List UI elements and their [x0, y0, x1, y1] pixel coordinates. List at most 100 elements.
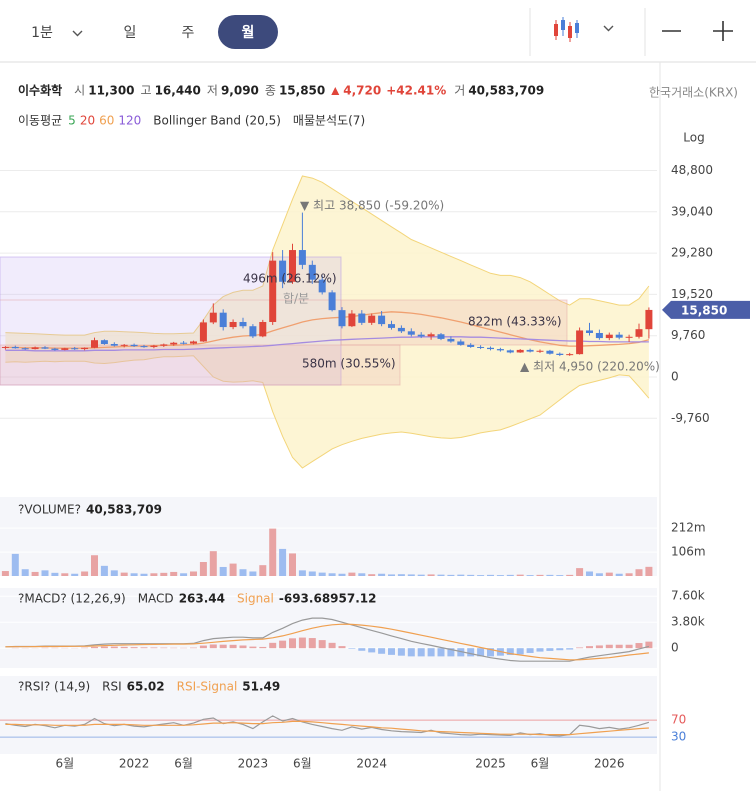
- volume-bar: [388, 574, 395, 576]
- last-price-label: 15,850: [681, 303, 727, 317]
- y-tick-label: 212m: [671, 521, 706, 535]
- volume-label: 거: [454, 84, 465, 98]
- chart-type-icon[interactable]: [554, 17, 579, 42]
- interval-tab[interactable]: 일: [124, 25, 137, 41]
- panel-title: ?VOLUME?: [18, 503, 81, 517]
- series-readout: 263.44: [179, 592, 225, 606]
- volume-bar: [269, 528, 277, 576]
- volume-bar: [11, 553, 19, 576]
- candle-body: [576, 330, 584, 355]
- candle-body: [556, 353, 564, 355]
- band-fill: [5, 176, 649, 468]
- candle-body: [407, 331, 415, 335]
- volume-bar: [170, 571, 178, 576]
- band-upper: [5, 175, 650, 336]
- histogram-bar: [190, 647, 197, 649]
- volume-bar: [645, 566, 653, 576]
- ma-label: 이동평균: [18, 114, 62, 128]
- y-tick-label: 30: [671, 730, 686, 744]
- histogram-bar: [160, 647, 168, 649]
- volume-bar: [51, 572, 59, 576]
- candle-body: [427, 334, 435, 337]
- field-value: 9,090: [221, 84, 259, 98]
- volume-bar: [437, 574, 445, 576]
- volume-bar: [477, 575, 485, 576]
- x-tick-label: 6월: [293, 757, 312, 771]
- histogram-bar: [417, 648, 425, 657]
- field-value: 11,300: [88, 84, 134, 98]
- active-tab-pill[interactable]: [218, 15, 278, 49]
- histogram-bar: [328, 642, 336, 649]
- histogram-bar: [308, 638, 316, 649]
- volume-bar: [516, 574, 524, 576]
- panel-title: ?MACD? (12,26,9): [18, 592, 126, 606]
- candle-body: [140, 346, 148, 348]
- last-price-tag: [662, 300, 750, 319]
- interval-tab[interactable]: 주: [182, 25, 195, 41]
- dropdown-chevron[interactable]: [72, 30, 83, 37]
- log-button[interactable]: [670, 128, 718, 148]
- histogram-bar: [358, 648, 366, 651]
- volume-bar: [407, 574, 415, 576]
- zoom-in-button[interactable]: [713, 21, 733, 41]
- histogram-bar: [595, 645, 603, 649]
- histogram-bar: [269, 642, 277, 649]
- volume-bar: [328, 573, 336, 576]
- candle-body: [477, 346, 485, 348]
- volume-bar: [219, 566, 227, 576]
- y-tick-label: 29,280: [671, 246, 713, 260]
- up-arrow: [331, 87, 340, 95]
- y-tick-label: 39,040: [671, 204, 713, 218]
- y-tick-label: 7.60k: [671, 589, 705, 603]
- candle-body: [31, 347, 39, 350]
- candle-body: [279, 260, 287, 282]
- histogram-bar: [120, 646, 128, 649]
- candle-body: [61, 348, 69, 350]
- bollinger-label: Bollinger Band (20,5): [153, 114, 281, 128]
- band-lower: [5, 355, 650, 469]
- volume-bar: [298, 570, 306, 576]
- histogram-bar: [289, 638, 296, 649]
- histogram-bar: [467, 648, 475, 657]
- candle-body: [595, 332, 603, 339]
- annotation: 496m (26.12%): [243, 272, 337, 286]
- volume-bar: [120, 572, 128, 576]
- field-label: 고: [141, 84, 152, 98]
- volume-bar: [160, 572, 168, 576]
- histogram-bar: [427, 648, 435, 657]
- candle-body: [259, 321, 267, 337]
- y-tick-label: 3.80k: [671, 615, 705, 629]
- volume-bar: [605, 572, 613, 576]
- dropdown-chevron[interactable]: [603, 25, 614, 32]
- candle-body: [467, 344, 475, 347]
- ma-period: 60: [99, 114, 114, 128]
- histogram-bar: [576, 647, 584, 649]
- histogram-bar: [487, 648, 494, 657]
- log-button-label[interactable]: Log: [683, 131, 704, 145]
- y-tick-label: 9,760: [671, 328, 705, 342]
- interval-tab[interactable]: 1분: [31, 25, 53, 41]
- candle-body: [110, 343, 118, 346]
- histogram-bar: [506, 648, 514, 656]
- histogram-bar: [110, 646, 118, 649]
- interval-tab[interactable]: 월: [242, 24, 255, 41]
- candle-body: [239, 321, 247, 327]
- x-tick-label: 2025: [475, 757, 506, 771]
- histogram-bar: [407, 648, 415, 657]
- volume-bar: [487, 574, 494, 576]
- series-readout: 51.49: [242, 680, 280, 694]
- candle-body: [289, 250, 296, 282]
- volume-bar: [447, 574, 455, 576]
- candle-body: [170, 342, 178, 345]
- candle-body: [447, 338, 455, 342]
- volume-bar: [457, 574, 465, 576]
- indicator-line: [5, 720, 649, 736]
- indicator-line: [5, 715, 650, 737]
- series-name: Signal: [237, 592, 274, 606]
- field-label: 종: [265, 84, 276, 98]
- volume-bar: [576, 568, 584, 576]
- volume-bar: [526, 575, 534, 576]
